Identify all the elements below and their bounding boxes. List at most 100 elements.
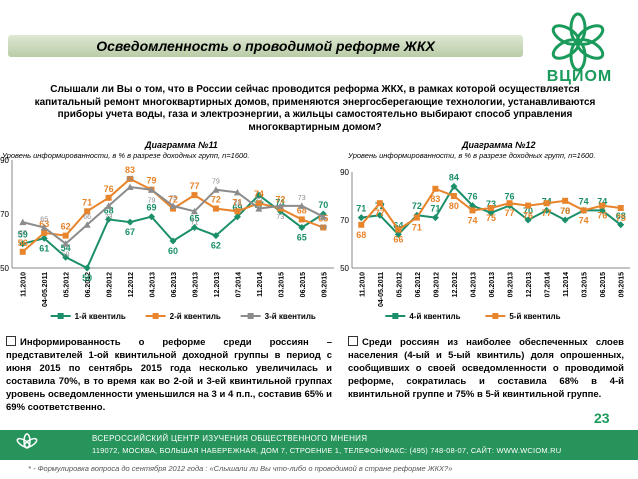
legend-marker (152, 313, 159, 319)
wciom-logo-icon (551, 12, 605, 72)
data-point (212, 232, 220, 240)
data-label: 74 (597, 196, 607, 206)
data-point (432, 185, 439, 192)
data-label: 68 (356, 230, 366, 240)
x-tick-label: 09.2015 (321, 272, 328, 297)
data-label: 70 (560, 206, 570, 216)
data-point (62, 232, 69, 239)
x-tick-label: 09.2012 (107, 272, 114, 297)
data-point (19, 248, 26, 255)
data-point (543, 206, 551, 214)
data-label: 70 (523, 206, 533, 216)
data-label: 77 (542, 208, 552, 218)
x-tick-label: 06.2012 (85, 272, 92, 297)
data-point (376, 211, 384, 219)
data-label: 76 (505, 192, 515, 202)
data-point (450, 193, 457, 199)
legend-marker (247, 313, 254, 319)
x-tick-label: 06.2012 (415, 272, 422, 297)
x-tick-label: 05.2012 (64, 272, 71, 297)
legend-label: 4-й квентиль (409, 312, 460, 321)
y-tick-label: 90 (0, 156, 9, 165)
data-label: 50 (82, 273, 92, 283)
data-point (233, 188, 241, 196)
data-point (524, 216, 532, 224)
x-tick-label: 06.2015 (300, 272, 307, 297)
survey-question: Слышали ли Вы о том, что в России сейчас… (34, 84, 596, 133)
data-point (212, 205, 219, 212)
title-bar: Осведомленность о проводимой реформе ЖКХ (8, 35, 523, 57)
data-label: 61 (39, 243, 49, 253)
data-label: 56 (18, 238, 28, 248)
legend-marker (57, 313, 64, 319)
data-label: 83 (430, 194, 440, 204)
data-point (105, 215, 113, 223)
bullet-left: Информированность о реформе среди россия… (6, 336, 332, 414)
data-point (169, 202, 177, 209)
data-point (84, 208, 91, 215)
data-point (105, 194, 112, 201)
data-point (580, 207, 587, 214)
data-point (562, 197, 569, 204)
data-point (233, 213, 241, 221)
data-point (543, 200, 550, 207)
data-label: 68 (297, 205, 307, 215)
data-label: 65 (40, 217, 48, 224)
data-point (468, 202, 476, 210)
chart-title: Диаграмма №11 (144, 140, 218, 150)
bullet-right-text: Среди россиян из наиболее обеспеченных с… (348, 337, 624, 400)
data-label: 72 (255, 198, 263, 205)
footnote: * - Формулировка вопроса до сентября 201… (28, 464, 453, 473)
data-label: 79 (148, 198, 156, 205)
data-point (19, 240, 27, 248)
data-point (506, 200, 513, 207)
data-label: 69 (232, 203, 242, 213)
data-point (190, 207, 198, 215)
data-label: 79 (212, 179, 220, 186)
x-tick-label: 04-05.2011 (42, 272, 49, 307)
data-label: 83 (125, 165, 135, 175)
footer-bar (0, 430, 638, 460)
data-point (617, 221, 625, 229)
data-label: 67 (19, 230, 27, 237)
x-tick-label: 07.2014 (235, 272, 242, 297)
data-point (469, 207, 476, 214)
x-tick-label: 11.2014 (257, 272, 264, 297)
footer-org: ВСЕРОССИЙСКИЙ ЦЕНТР ИЗУЧЕНИЯ ОБЩЕСТВЕННО… (92, 434, 368, 443)
data-point (298, 224, 306, 231)
data-point (127, 175, 134, 182)
data-point (255, 200, 262, 207)
data-label: 69 (147, 203, 157, 213)
data-label: 77 (505, 208, 515, 218)
data-label: 65 (297, 233, 307, 243)
x-tick-label: 04.2013 (150, 272, 157, 297)
x-tick-label: 12.2012 (128, 272, 135, 297)
data-point (212, 186, 220, 193)
data-point (298, 202, 306, 209)
data-label: 71 (356, 204, 366, 214)
data-label: 73 (276, 214, 284, 221)
data-point (169, 237, 177, 245)
data-point (40, 224, 48, 231)
x-tick-label: 03.2015 (582, 272, 589, 297)
data-point (394, 230, 402, 238)
bullet-left-text: Информированность о реформе среди россия… (6, 337, 332, 413)
x-tick-label: 11.2010 (359, 272, 366, 297)
data-label: 71 (275, 197, 285, 207)
data-point (617, 205, 624, 211)
data-label: 76 (467, 192, 477, 202)
data-label: 66 (393, 235, 403, 245)
x-tick-label: 06.2015 (600, 272, 607, 297)
data-point (413, 214, 420, 221)
data-point (358, 221, 365, 228)
data-label: 78 (234, 200, 242, 207)
chart-subtitle: Уровень информированности, в % в разрезе… (347, 151, 595, 160)
data-label: 62 (211, 241, 221, 251)
legend-marker (492, 313, 499, 319)
data-label: 54 (61, 243, 71, 253)
bullet-right: Среди россиян из наиболее обеспеченных с… (348, 336, 624, 401)
checkbox-icon (348, 336, 358, 346)
data-label: 73 (298, 195, 306, 202)
data-label: 72 (168, 195, 178, 205)
x-tick-label: 09.2013 (192, 272, 199, 297)
